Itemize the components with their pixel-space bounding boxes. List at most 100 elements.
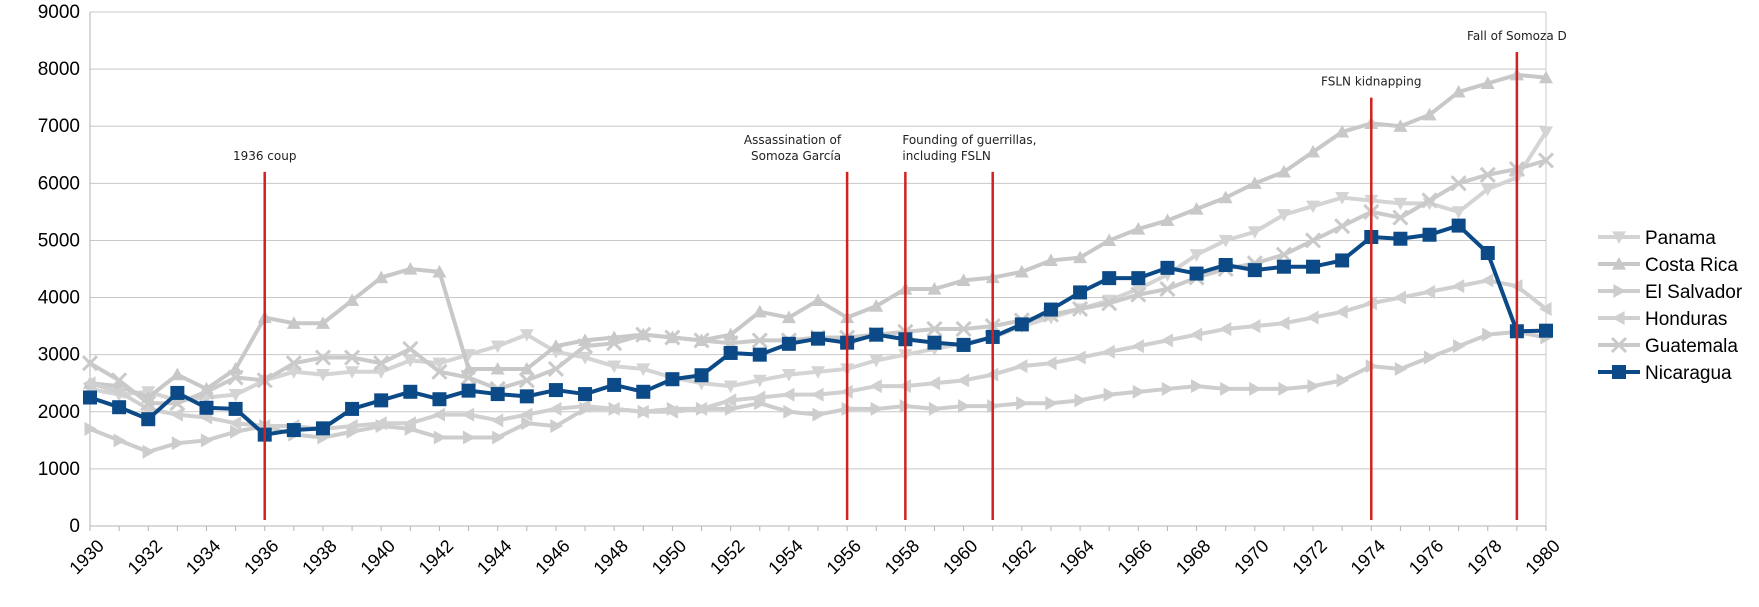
data-point [1278, 381, 1291, 396]
data-point [1480, 76, 1495, 89]
data-point [521, 416, 534, 431]
data-point [927, 335, 942, 350]
data-point [694, 368, 709, 383]
data-point [607, 377, 622, 392]
data-point [1190, 379, 1204, 394]
data-point [112, 400, 127, 415]
data-point [1392, 209, 1409, 226]
data-point [1043, 356, 1057, 371]
data-point [492, 430, 505, 445]
data-point [1102, 233, 1117, 247]
data-point [1189, 327, 1203, 342]
data-point [1159, 280, 1176, 298]
annotation-label: Fall of Somoza D [1467, 29, 1567, 43]
data-point [781, 369, 796, 382]
data-point [1161, 381, 1175, 396]
data-point [1218, 258, 1233, 273]
data-point [230, 424, 243, 439]
data-point [1304, 232, 1322, 249]
data-point [519, 329, 534, 342]
x-tick-label: 1964 [1055, 536, 1097, 578]
series-costa-rica [83, 67, 1553, 404]
data-point [548, 401, 562, 416]
data-point [723, 345, 738, 360]
x-tick-label: 1980 [1521, 536, 1563, 578]
data-point [1014, 359, 1028, 374]
data-point [1612, 257, 1626, 270]
data-point [1073, 285, 1088, 300]
data-point [490, 361, 505, 375]
annotation: Fall of Somoza D [1467, 29, 1567, 520]
data-point [1479, 166, 1496, 183]
data-point [345, 419, 358, 434]
data-point [1072, 300, 1089, 318]
x-tick-label: 1956 [823, 536, 865, 578]
x-tick-label: 1962 [997, 536, 1039, 578]
data-point [1131, 339, 1144, 354]
data-point [373, 355, 390, 372]
data-point [285, 355, 302, 372]
x-tick-label: 1974 [1347, 536, 1389, 578]
annotation-label: including FSLN [902, 149, 990, 163]
data-point [956, 337, 971, 352]
legend-label: Panama [1645, 228, 1716, 249]
data-point [607, 360, 622, 374]
y-tick-label: 6000 [38, 173, 80, 194]
y-tick-label: 3000 [38, 345, 80, 366]
data-point [578, 351, 593, 365]
data-point [752, 390, 766, 405]
data-point [752, 347, 767, 362]
data-point [636, 404, 649, 419]
annotation: FSLN kidnapping [1321, 75, 1421, 520]
annotation-label: 1936 coup [233, 149, 297, 163]
data-point [432, 407, 446, 422]
data-point [403, 354, 418, 368]
data-point [1218, 190, 1233, 204]
data-point [1307, 379, 1321, 394]
data-point [955, 320, 972, 338]
data-point [1276, 164, 1291, 178]
data-point [1306, 200, 1321, 214]
data-point [1610, 336, 1628, 354]
x-tick-label: 1930 [65, 536, 107, 578]
data-point [576, 338, 594, 355]
data-point [111, 372, 128, 389]
data-point [1101, 295, 1118, 312]
data-point [811, 366, 825, 379]
data-point [1160, 213, 1175, 227]
data-point [518, 372, 535, 389]
data-point [228, 416, 242, 431]
legend-item-guatemala: Guatemala [1598, 336, 1738, 357]
data-point [170, 385, 185, 400]
data-point [812, 407, 825, 422]
data-point [374, 366, 389, 379]
data-point [1220, 381, 1233, 396]
data-point [432, 264, 447, 278]
data-point [1421, 192, 1438, 209]
data-point [1130, 286, 1147, 303]
data-point [1276, 316, 1290, 331]
data-point [781, 310, 796, 324]
data-point [1613, 284, 1626, 298]
data-point [752, 304, 767, 318]
data-point [83, 390, 97, 405]
data-point [1247, 226, 1262, 239]
data-point [1247, 319, 1261, 334]
legend-label: Honduras [1645, 309, 1727, 330]
data-point [1422, 284, 1436, 299]
x-tick-label: 1932 [124, 536, 166, 578]
x-axis-ticks: 1930 1932 1934 1936 1938 1940 1942 1944 1946 1948… [65, 536, 1563, 578]
data-point [286, 366, 301, 379]
series-group [81, 67, 1555, 459]
data-point [84, 421, 97, 436]
data-point [783, 404, 796, 419]
data-point [433, 430, 447, 445]
x-tick-label: 1934 [182, 536, 224, 578]
event-annotations: 1936 coup Assassination of Somoza García Fo… [233, 29, 1567, 520]
data-point [490, 413, 504, 428]
data-point [1102, 271, 1117, 286]
data-point [1393, 231, 1408, 246]
x-tick-label: 1942 [415, 536, 457, 578]
x-tick-label: 1936 [240, 536, 282, 578]
